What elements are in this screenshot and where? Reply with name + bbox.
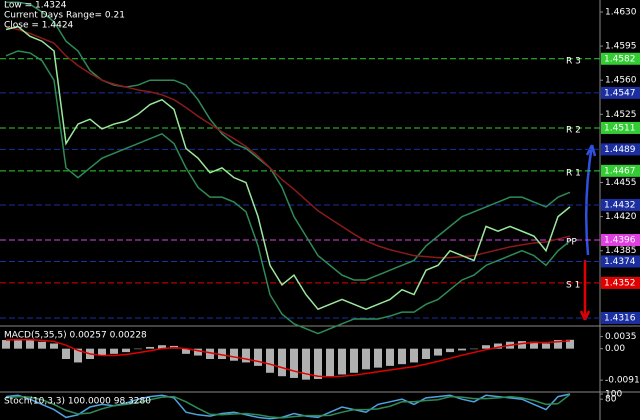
level-label: 1.4432 bbox=[604, 200, 636, 210]
histogram-bar bbox=[38, 341, 46, 349]
y-tick-label: 1.4595 bbox=[605, 42, 637, 52]
level-box bbox=[601, 255, 640, 268]
histogram-bar bbox=[458, 348, 466, 351]
forecast-arrow-down bbox=[579, 260, 591, 321]
histogram-bar bbox=[374, 348, 382, 368]
histogram-bar bbox=[50, 343, 58, 349]
histogram-bar bbox=[206, 348, 214, 359]
info-text: Current Days Range= 0.21 bbox=[4, 11, 125, 21]
histogram-bar bbox=[566, 339, 574, 349]
series-line bbox=[5, 393, 571, 420]
level-name: R 2 bbox=[566, 125, 581, 135]
level-label: 1.4582 bbox=[604, 54, 636, 64]
level-name: S 1 bbox=[566, 280, 580, 290]
histogram-bar bbox=[482, 345, 490, 349]
histogram-bar bbox=[350, 348, 358, 373]
level-box bbox=[601, 164, 640, 177]
histogram-bar bbox=[62, 348, 70, 359]
y-tick-label: 1.4385 bbox=[605, 246, 637, 256]
histogram-bar bbox=[98, 348, 106, 356]
histogram-bar bbox=[302, 348, 310, 380]
level-box bbox=[601, 143, 640, 156]
histogram-bar bbox=[230, 348, 238, 361]
histogram-bar bbox=[290, 348, 298, 378]
level-label: 1.4467 bbox=[604, 166, 636, 176]
level-box bbox=[601, 234, 640, 247]
panel-title: MACD(5,35,5) 0.00257 0.00228 bbox=[4, 331, 147, 341]
level-box bbox=[601, 52, 640, 65]
histogram-bar bbox=[134, 348, 142, 350]
level-name: R 3 bbox=[566, 56, 581, 66]
y-tick-label: 0.0035 bbox=[605, 332, 637, 342]
level-label: 1.4352 bbox=[604, 278, 636, 288]
level-name: R 1 bbox=[566, 168, 581, 178]
histogram-bar bbox=[494, 343, 502, 349]
level-box bbox=[601, 86, 640, 99]
level-box bbox=[601, 311, 640, 324]
histogram-bar bbox=[218, 348, 226, 359]
histogram-bar bbox=[182, 348, 190, 354]
level-name: PP bbox=[566, 238, 577, 248]
y-tick-label: 1.4630 bbox=[605, 7, 637, 17]
histogram-bar bbox=[434, 348, 442, 356]
histogram-bar bbox=[386, 348, 394, 366]
y-tick-label: 1.4420 bbox=[605, 212, 637, 222]
series-line bbox=[5, 25, 571, 311]
histogram-bar bbox=[362, 348, 370, 370]
forecast-arrow-up bbox=[584, 144, 597, 256]
level-box bbox=[601, 276, 640, 289]
histogram-bar bbox=[446, 348, 454, 353]
y-tick-label: 100 bbox=[605, 390, 622, 400]
level-label: 1.4489 bbox=[604, 145, 636, 155]
histogram-bar bbox=[314, 348, 322, 379]
info-text: Close = 1.4424 bbox=[4, 21, 74, 31]
histogram-bar bbox=[542, 343, 550, 349]
histogram-bar bbox=[146, 346, 154, 349]
level-label: 1.4511 bbox=[604, 123, 636, 133]
level-label: 1.4547 bbox=[604, 88, 636, 98]
level-label: 1.4396 bbox=[604, 236, 636, 246]
histogram-bar bbox=[266, 348, 274, 373]
level-box bbox=[601, 198, 640, 211]
y-tick-label: -0.00915 bbox=[605, 376, 640, 386]
histogram-bar bbox=[410, 348, 418, 363]
series-line bbox=[5, 393, 571, 419]
level-box bbox=[601, 121, 640, 134]
histogram-bar bbox=[2, 340, 10, 349]
histogram-bar bbox=[398, 348, 406, 365]
histogram-bar bbox=[110, 348, 118, 354]
histogram-bar bbox=[242, 348, 250, 363]
y-tick-label: 80 bbox=[605, 395, 617, 405]
histogram-bar bbox=[518, 341, 526, 349]
histogram-bar bbox=[74, 348, 82, 363]
histogram-bar bbox=[158, 345, 166, 349]
series-line bbox=[5, 50, 571, 335]
histogram-bar bbox=[122, 348, 130, 353]
histogram-bar bbox=[338, 348, 346, 375]
y-tick-label: 1.4560 bbox=[605, 76, 637, 86]
histogram-bar bbox=[278, 348, 286, 377]
histogram-bar bbox=[14, 339, 22, 349]
histogram-bar bbox=[26, 340, 34, 349]
y-tick-label: 1.4455 bbox=[605, 178, 637, 188]
histogram-bar bbox=[530, 341, 538, 349]
histogram-bar bbox=[554, 340, 562, 349]
y-tick-label: 0.00 bbox=[605, 344, 625, 354]
histogram-bar bbox=[326, 348, 334, 377]
panel-title: Stoch(10,3,3) 100.0000 98.3280 bbox=[4, 397, 151, 407]
histogram-bar bbox=[470, 348, 478, 350]
histogram-bar bbox=[254, 348, 262, 366]
info-text: Low = 1.4324 bbox=[4, 1, 67, 11]
histogram-bar bbox=[422, 348, 430, 359]
y-tick-label: 1.4525 bbox=[605, 110, 637, 120]
level-label: 1.4316 bbox=[604, 313, 636, 323]
histogram-bar bbox=[194, 348, 202, 356]
level-label: 1.4374 bbox=[604, 257, 636, 267]
series-line bbox=[5, 338, 571, 378]
